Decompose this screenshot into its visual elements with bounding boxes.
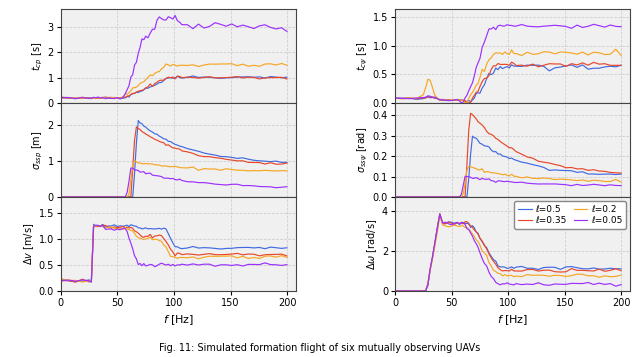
Legend: ℓ=0.5, ℓ=0.35, ℓ=0.2, ℓ=0.05: ℓ=0.5, ℓ=0.35, ℓ=0.2, ℓ=0.05 (515, 201, 626, 229)
Y-axis label: $t_{cp}$ [s]: $t_{cp}$ [s] (31, 41, 45, 71)
Y-axis label: $\Delta\omega$ [rad/s]: $\Delta\omega$ [rad/s] (365, 218, 379, 270)
Y-axis label: $\sigma_{ssp}$ [m]: $\sigma_{ssp}$ [m] (31, 130, 45, 170)
Y-axis label: $\Delta v$ [m/s]: $\Delta v$ [m/s] (22, 223, 36, 265)
X-axis label: $f$ [Hz]: $f$ [Hz] (163, 313, 194, 327)
Y-axis label: $\sigma_{ss\psi}$ [rad]: $\sigma_{ss\psi}$ [rad] (356, 127, 370, 173)
Y-axis label: $t_{c\psi}$ [s]: $t_{c\psi}$ [s] (356, 41, 370, 71)
Text: Fig. 11: Simulated formation flight of six mutually observing UAVs: Fig. 11: Simulated formation flight of s… (159, 343, 481, 353)
X-axis label: $f$ [Hz]: $f$ [Hz] (497, 313, 528, 327)
